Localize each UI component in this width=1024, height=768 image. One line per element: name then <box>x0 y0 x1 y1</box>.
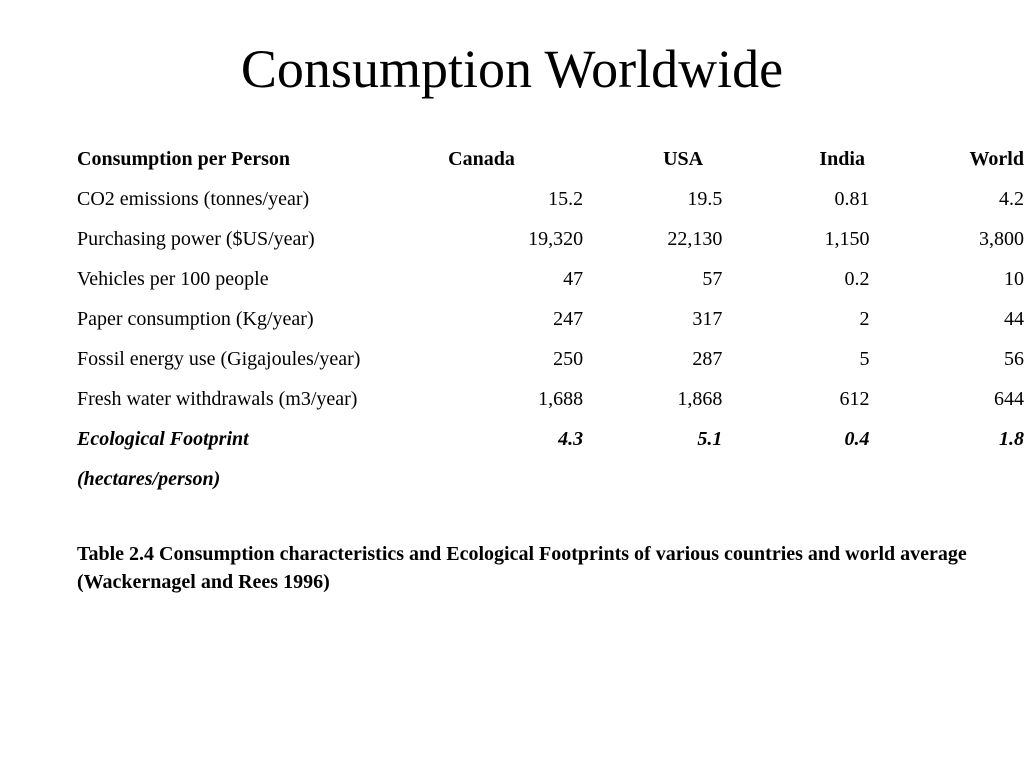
cell-world: 644 <box>994 387 1024 410</box>
row-label: Fossil energy use (Gigajoules/year) <box>77 347 361 370</box>
footprint-india: 0.4 <box>844 427 870 450</box>
empty-cell <box>722 459 869 499</box>
header-canada: Canada <box>448 147 515 170</box>
header-usa: USA <box>663 147 704 170</box>
row-label: Paper consumption (Kg/year) <box>77 307 314 330</box>
row-label: Fresh water withdrawals (m3/year) <box>77 387 358 410</box>
header-world: World <box>969 147 1024 170</box>
table-row: Fossil energy use (Gigajoules/year) 250 … <box>77 339 1024 379</box>
empty-cell <box>583 459 722 499</box>
header-consumption-per-person: Consumption per Person <box>77 147 290 170</box>
cell-india: 0.2 <box>844 267 870 290</box>
cell-world: 44 <box>1004 307 1024 330</box>
footprint-unit: (hectares/person) <box>77 467 221 490</box>
footprint-row: Ecological Footprint 4.3 5.1 0.4 1.8 <box>77 419 1024 459</box>
cell-india: 612 <box>839 387 870 410</box>
cell-usa: 1,868 <box>677 387 723 410</box>
cell-world: 3,800 <box>979 227 1024 250</box>
cell-usa: 57 <box>702 267 723 290</box>
footprint-label: Ecological Footprint <box>77 427 249 450</box>
cell-world: 56 <box>1004 347 1024 370</box>
cell-world: 4.2 <box>999 187 1024 210</box>
cell-canada: 250 <box>553 347 584 370</box>
row-label: CO2 emissions (tonnes/year) <box>77 187 310 210</box>
cell-usa: 287 <box>692 347 723 370</box>
cell-usa: 317 <box>692 307 723 330</box>
footprint-canada: 4.3 <box>558 427 584 450</box>
table-header-row: Consumption per Person Canada USA India … <box>77 139 1024 179</box>
cell-world: 10 <box>1004 267 1024 290</box>
cell-canada: 15.2 <box>548 187 584 210</box>
cell-canada: 1,688 <box>538 387 584 410</box>
footprint-usa: 5.1 <box>697 427 723 450</box>
consumption-table: Consumption per Person Canada USA India … <box>77 139 1024 499</box>
row-label: Vehicles per 100 people <box>77 267 269 290</box>
footprint-unit-row: (hectares/person) <box>77 459 1024 499</box>
cell-india: 0.81 <box>834 187 870 210</box>
cell-india: 2 <box>859 307 870 330</box>
table-row: CO2 emissions (tonnes/year) 15.2 19.5 0.… <box>77 179 1024 219</box>
row-label: Purchasing power ($US/year) <box>77 227 315 250</box>
cell-india: 1,150 <box>824 227 870 250</box>
header-india: India <box>819 147 865 170</box>
table-row: Fresh water withdrawals (m3/year) 1,688 … <box>77 379 1024 419</box>
footprint-world: 1.8 <box>999 427 1024 450</box>
empty-cell <box>870 459 1024 499</box>
cell-usa: 22,130 <box>667 227 723 250</box>
cell-canada: 47 <box>563 267 584 290</box>
slide-title: Consumption Worldwide <box>240 39 784 99</box>
consumption-table-container: Consumption per Person Canada USA India … <box>77 139 1024 499</box>
cell-canada: 19,320 <box>528 227 584 250</box>
cell-india: 5 <box>859 347 870 370</box>
cell-usa: 19.5 <box>687 187 723 210</box>
table-row: Purchasing power ($US/year) 19,320 22,13… <box>77 219 1024 259</box>
table-caption: Table 2.4 Consumption characteristics an… <box>77 543 967 593</box>
cell-canada: 247 <box>553 307 584 330</box>
table-row: Paper consumption (Kg/year) 247 317 2 44 <box>77 299 1024 339</box>
empty-cell <box>443 459 583 499</box>
table-row: Vehicles per 100 people 47 57 0.2 10 <box>77 259 1024 299</box>
